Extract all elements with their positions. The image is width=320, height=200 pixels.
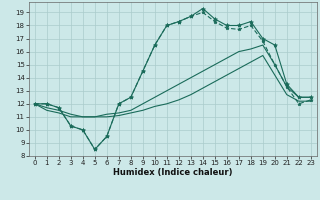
X-axis label: Humidex (Indice chaleur): Humidex (Indice chaleur) (113, 168, 233, 177)
